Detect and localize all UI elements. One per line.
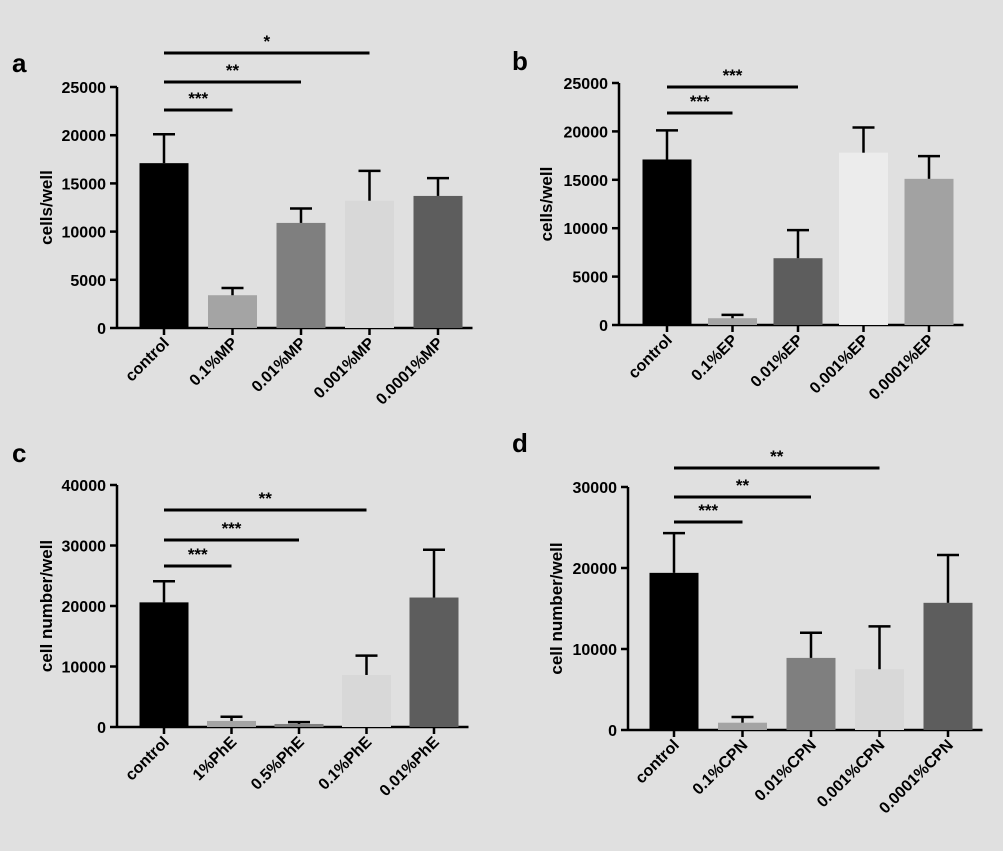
- bar-0.01%EP: [773, 258, 823, 325]
- x-tick-label: 0.001%CPN: [814, 737, 888, 811]
- x-tick-label: 0.1%EP: [688, 332, 741, 385]
- bar-0.001%EP: [839, 152, 888, 325]
- bar-0.01%CPN: [786, 657, 836, 730]
- y-tick-label: 40000: [62, 478, 107, 495]
- y-tick-label: 10000: [573, 642, 618, 659]
- significance-label: ***: [690, 92, 710, 111]
- bar-control: [139, 163, 189, 328]
- panel-a: a cells/well 0 5000 10000 15000 20000 25000 cont…: [12, 32, 473, 408]
- bar-control: [642, 159, 692, 325]
- panel-d: d cell number/well 0 10000 20000 30000 control…: [512, 428, 983, 817]
- bar-0.01%MP: [276, 222, 326, 328]
- y-tick-label: 10000: [62, 660, 107, 677]
- significance-label: ***: [222, 519, 242, 538]
- x-tick-label: 1%PhE: [190, 734, 241, 785]
- y-tick-label: 5000: [70, 273, 106, 290]
- bar-0.1%CPN: [718, 722, 767, 730]
- y-tick-label: 15000: [564, 173, 609, 190]
- panel-b: b cells/well 0 5000 10000 15000 20000 25000 cont…: [512, 46, 964, 404]
- y-axis-label: cell number/well: [37, 540, 56, 672]
- x-tick-label: 0.0001%MP: [373, 335, 447, 409]
- y-tick-label: 30000: [62, 539, 107, 556]
- significance-label: *: [263, 32, 270, 51]
- y-tick-label: 20000: [564, 124, 609, 141]
- bar-0.0001%EP: [904, 178, 954, 325]
- y-tick-label: 15000: [62, 176, 107, 193]
- bar-control: [139, 602, 189, 727]
- x-tick-label: 0.001%EP: [807, 332, 873, 398]
- y-tick-label: 0: [608, 723, 617, 740]
- y-tick-label: 25000: [62, 80, 107, 97]
- x-tick-label: 0.001%MP: [311, 335, 379, 403]
- bar-1%PhE: [207, 720, 256, 727]
- x-tick-label: control: [625, 332, 675, 382]
- significance-label: ***: [698, 501, 718, 520]
- x-tick-label: control: [122, 335, 172, 385]
- bar-0.0001%MP: [413, 195, 463, 328]
- x-tick-label: 0.01%EP: [748, 332, 807, 391]
- x-tick-label: 0.1%MP: [187, 335, 242, 390]
- panel-letter: a: [12, 48, 27, 78]
- y-tick-label: 20000: [62, 128, 107, 145]
- bar-0.1%PhE: [342, 674, 391, 727]
- significance-label: **: [259, 489, 273, 508]
- significance-label: **: [770, 447, 784, 466]
- y-axis-label: cells/well: [37, 170, 56, 245]
- bar-0.001%CPN: [855, 669, 904, 730]
- bar-0.01%PhE: [409, 597, 459, 727]
- x-tick-label: 0.5%PhE: [248, 734, 308, 794]
- x-tick-label: 0.01%CPN: [752, 737, 820, 805]
- y-tick-label: 0: [97, 321, 106, 338]
- x-tick-label: 0.1%CPN: [690, 737, 752, 799]
- panel-letter: c: [12, 438, 26, 468]
- y-tick-label: 25000: [564, 76, 609, 93]
- bar-0.5%PhE: [274, 723, 324, 727]
- bar-control: [649, 572, 699, 730]
- panel-letter: b: [512, 46, 528, 76]
- y-axis-label: cell number/well: [547, 542, 566, 674]
- y-axis-label: cells/well: [537, 167, 556, 242]
- y-tick-label: 0: [97, 720, 106, 737]
- x-tick-label: control: [632, 737, 682, 787]
- x-tick-label: 0.01%MP: [249, 335, 310, 396]
- y-tick-label: 20000: [62, 599, 107, 616]
- x-tick-label: 0.1%PhE: [316, 734, 376, 794]
- y-tick-label: 10000: [62, 225, 107, 242]
- significance-label: **: [226, 61, 240, 80]
- y-tick-label: 10000: [564, 221, 609, 238]
- bar-0.0001%CPN: [923, 602, 973, 730]
- bar-0.001%MP: [345, 200, 394, 328]
- x-tick-label: 0.0001%EP: [866, 332, 938, 404]
- panel-c: c cell number/well 0 10000 20000 30000 40000 co…: [12, 438, 469, 800]
- y-tick-label: 30000: [573, 480, 618, 497]
- y-tick-label: 0: [599, 318, 608, 335]
- x-tick-label: control: [122, 734, 172, 784]
- bar-0.1%MP: [208, 295, 257, 328]
- x-tick-label: 0.0001%CPN: [876, 737, 957, 818]
- y-tick-label: 20000: [573, 561, 618, 578]
- panel-letter: d: [512, 428, 528, 458]
- significance-label: ***: [188, 89, 208, 108]
- significance-label: **: [736, 476, 750, 495]
- y-tick-label: 5000: [572, 270, 608, 287]
- bar-0.1%EP: [708, 318, 757, 325]
- x-tick-label: 0.01%PhE: [377, 734, 443, 800]
- significance-label: ***: [188, 545, 208, 564]
- significance-label: ***: [723, 66, 743, 85]
